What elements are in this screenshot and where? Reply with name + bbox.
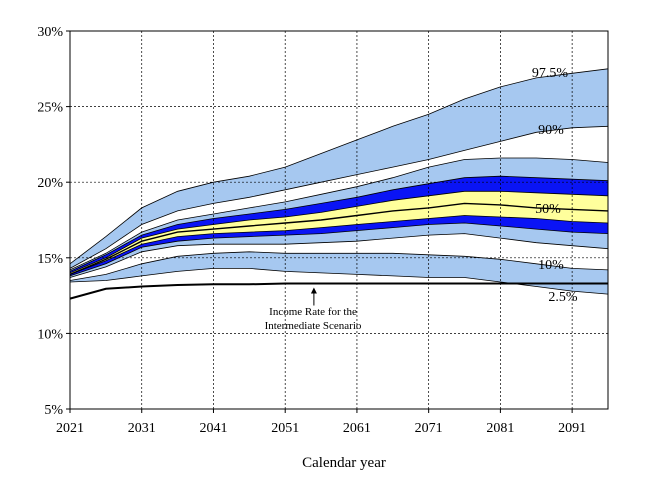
y-tick-label: 30% bbox=[37, 25, 63, 40]
band-37-5-to-62-5 bbox=[70, 191, 608, 275]
x-axis: 2021 2031 2041 2051 2061 2071 2081 2091 bbox=[56, 409, 586, 436]
annotation-arrowhead bbox=[310, 287, 317, 294]
x-tick-label: 2061 bbox=[343, 421, 371, 436]
band-25-to-37-5 bbox=[70, 215, 608, 276]
band-2-5-to-10 bbox=[70, 251, 608, 295]
y-tick-label: 10% bbox=[37, 327, 63, 342]
percentile-lines bbox=[69, 68, 609, 300]
label-50: 50% bbox=[535, 202, 561, 217]
x-axis-title: Calendar year bbox=[302, 455, 386, 471]
gridlines bbox=[70, 31, 608, 409]
x-tick-label: 2051 bbox=[271, 421, 299, 436]
band-75-to-82-5 bbox=[70, 158, 608, 272]
x-tick-label: 2091 bbox=[558, 421, 586, 436]
line-82-5 bbox=[69, 157, 609, 271]
y-axis: 5% 10% 15% 20% 25% 30% bbox=[37, 25, 70, 418]
annotation-line-1: Income Rate for the bbox=[269, 306, 357, 318]
x-tick-label: 2071 bbox=[415, 421, 443, 436]
line-10 bbox=[69, 251, 609, 281]
y-tick-label: 25% bbox=[37, 101, 63, 116]
label-10: 10% bbox=[538, 258, 564, 273]
income-rate-line bbox=[69, 282, 608, 300]
line-25 bbox=[69, 222, 609, 277]
line-17-5 bbox=[69, 233, 609, 278]
band-10-to-17-5 bbox=[70, 233, 608, 281]
x-tick-label: 2031 bbox=[128, 421, 156, 436]
band-82-5-to-90 bbox=[70, 126, 608, 270]
x-tick-label: 2021 bbox=[56, 421, 84, 436]
x-tick-label: 2081 bbox=[486, 421, 514, 436]
line-37-5 bbox=[69, 215, 609, 275]
label-2-5: 2.5% bbox=[548, 290, 578, 305]
line-90 bbox=[69, 125, 609, 269]
y-tick-label: 20% bbox=[37, 176, 63, 191]
band-17-5-to-25 bbox=[70, 223, 608, 278]
y-tick-label: 15% bbox=[37, 252, 63, 267]
label-90: 90% bbox=[538, 123, 564, 138]
line-75 bbox=[69, 175, 609, 272]
y-tick-label: 5% bbox=[44, 403, 63, 418]
line-50 bbox=[69, 202, 609, 276]
line-62-5 bbox=[69, 190, 609, 274]
annotation-line-2: Intermediate Scenario bbox=[265, 320, 362, 332]
x-tick-label: 2041 bbox=[199, 421, 227, 436]
plot-frame bbox=[69, 30, 609, 410]
label-97-5: 97.5% bbox=[532, 66, 569, 81]
line-97-5 bbox=[69, 68, 609, 265]
band-90-to-97-5 bbox=[70, 68, 608, 269]
